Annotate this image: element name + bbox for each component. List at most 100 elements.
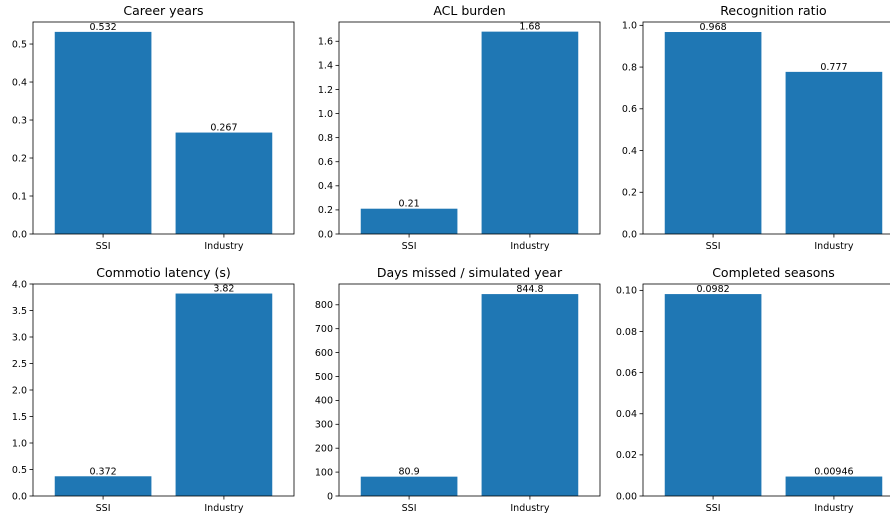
axes-frame	[642, 21, 890, 235]
y-tick-label: 0.0	[12, 491, 27, 502]
subplot-2: ACL burden 0.21 SSI 1.68 Industry 0.0 0.2 0.4 0.…	[318, 3, 601, 252]
x-tick-label: Industry	[204, 503, 243, 514]
y-tick-label: 0.2	[318, 205, 333, 216]
y-tick-label: 0.2	[12, 153, 27, 164]
subplot-3: Recognition ratio 0.968 SSI 0.777 Industry 0.…	[622, 3, 890, 252]
y-tick-label: 1.2	[318, 85, 333, 96]
data-label: 3.82	[213, 284, 234, 295]
subplot-title: Days missed / simulated year	[377, 265, 563, 280]
bar-industry	[175, 293, 273, 496]
y-tick-label: 0.0	[318, 229, 333, 240]
axes-frame	[338, 283, 601, 497]
x-tick-label: Industry	[814, 503, 853, 514]
subplot-6: Completed seasons 0.0982 SSI 0.00946 Industr…	[616, 265, 890, 514]
y-tick-label: 0.1	[12, 191, 27, 202]
data-label: 0.00946	[814, 467, 853, 478]
y-tick-label: 0.5	[12, 465, 27, 476]
y-tick-label: 500	[315, 372, 333, 383]
subplot-title: Commotio latency (s)	[96, 265, 231, 280]
y-tick-label: 0.02	[616, 450, 637, 461]
x-tick-label: Industry	[204, 241, 243, 252]
bar-industry	[481, 31, 579, 234]
x-tick-label: SSI	[706, 241, 721, 252]
y-tick-label: 1.5	[12, 412, 27, 423]
x-tick-label: Industry	[510, 503, 549, 514]
data-label: 0.777	[820, 62, 847, 73]
y-tick-label: 0.5	[12, 39, 27, 50]
bar-ssi	[360, 208, 458, 234]
y-tick-label: 4.0	[12, 279, 27, 290]
x-tick-label: SSI	[96, 241, 111, 252]
subplot-1: Career years 0.532 SSI 0.267 Industry 0.0 0.1 0…	[12, 3, 295, 252]
data-label: 0.532	[89, 22, 116, 33]
data-label: 844.8	[516, 284, 543, 295]
y-tick-label: 0.3	[12, 115, 27, 126]
y-tick-label: 0.2	[622, 188, 637, 199]
bar-industry	[785, 71, 883, 234]
x-tick-label: SSI	[402, 503, 417, 514]
axes-frame	[32, 21, 295, 235]
data-label: 0.267	[210, 123, 237, 134]
y-tick-label: 1.0	[12, 438, 27, 449]
y-tick-label: 0.4	[318, 181, 333, 192]
y-tick-label: 0.06	[616, 368, 637, 379]
bar-ssi	[54, 31, 152, 234]
subplot-5: Days missed / simulated year 80.9 SSI 844.8…	[315, 265, 601, 514]
bar-ssi	[360, 476, 458, 496]
y-tick-label: 700	[315, 324, 333, 335]
y-tick-label: 0.6	[622, 104, 637, 115]
y-tick-label: 0.6	[318, 157, 333, 168]
y-tick-label: 0.00	[616, 491, 637, 502]
y-tick-label: 1.0	[622, 21, 637, 32]
y-tick-label: 0.08	[616, 327, 637, 338]
y-tick-label: 3.5	[12, 306, 27, 317]
data-label: 0.0982	[696, 284, 729, 295]
bar-ssi	[664, 294, 762, 496]
y-tick-label: 1.0	[318, 109, 333, 120]
data-label: 1.68	[519, 22, 540, 33]
y-tick-label: 0.4	[622, 146, 637, 157]
y-tick-label: 0.0	[12, 229, 27, 240]
subplot-title: Recognition ratio	[720, 3, 826, 18]
axes-frame	[338, 21, 601, 235]
bar-ssi	[664, 32, 762, 234]
data-label: 0.968	[699, 22, 726, 33]
x-tick-label: SSI	[402, 241, 417, 252]
y-tick-label: 0	[327, 491, 333, 502]
y-tick-label: 200	[315, 443, 333, 454]
y-tick-label: 300	[315, 420, 333, 431]
y-tick-label: 100	[315, 467, 333, 478]
y-tick-label: 1.4	[318, 61, 333, 72]
y-tick-label: 800	[315, 300, 333, 311]
x-tick-label: Industry	[510, 241, 549, 252]
bar-industry	[175, 132, 273, 234]
y-tick-label: 0.8	[318, 133, 333, 144]
y-tick-label: 600	[315, 348, 333, 359]
axes-frame	[642, 283, 890, 497]
y-tick-label: 0.0	[622, 229, 637, 240]
bar-industry	[481, 294, 579, 496]
data-label: 0.21	[399, 199, 420, 210]
subplot-title: ACL burden	[433, 3, 505, 18]
bar-ssi	[54, 476, 152, 496]
x-tick-label: Industry	[814, 241, 853, 252]
y-tick-label: 2.5	[12, 359, 27, 370]
data-label: 0.372	[89, 466, 116, 477]
subplot-title: Completed seasons	[712, 265, 835, 280]
y-tick-label: 0.04	[616, 409, 637, 420]
y-tick-label: 0.4	[12, 77, 27, 88]
y-tick-label: 0.10	[616, 286, 637, 297]
y-tick-label: 400	[315, 396, 333, 407]
subplot-4: Commotio latency (s) 0.372 SSI 3.82 Industry…	[12, 265, 295, 514]
x-tick-label: SSI	[96, 503, 111, 514]
y-tick-label: 1.6	[318, 37, 333, 48]
axes-frame	[32, 283, 295, 497]
y-tick-label: 0.8	[622, 62, 637, 73]
y-tick-label: 3.0	[12, 332, 27, 343]
bar-industry	[785, 476, 883, 496]
data-label: 80.9	[399, 467, 420, 478]
y-tick-label: 2.0	[12, 385, 27, 396]
x-tick-label: SSI	[706, 503, 721, 514]
